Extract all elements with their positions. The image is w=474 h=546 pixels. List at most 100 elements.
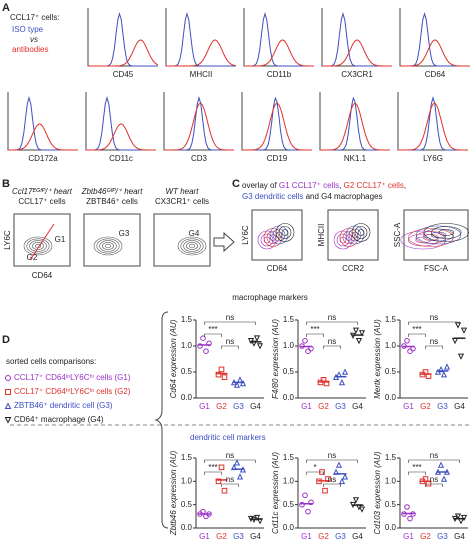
contour <box>351 223 371 242</box>
legend-entry: CD64⁺ macrophage (G4) <box>14 415 104 424</box>
y-label: F4/80 expression (AU) <box>271 319 280 399</box>
y-tick-label: 1.0 <box>181 341 193 350</box>
iso-curve <box>166 11 236 67</box>
y-tick-label: 0.0 <box>181 523 193 532</box>
symbol <box>460 514 468 522</box>
gate-label: G4 <box>189 229 200 238</box>
contour <box>275 223 295 242</box>
panel-label: C <box>232 178 240 190</box>
sig-label: ns <box>430 451 438 460</box>
y-tick-label: 0.0 <box>283 523 295 532</box>
symbol <box>236 376 244 383</box>
y-tick-label: 1.5 <box>181 453 193 462</box>
x-tick-label: G1 <box>301 402 312 411</box>
symbol <box>221 487 228 494</box>
axes <box>399 8 470 67</box>
ab-curve <box>244 39 314 67</box>
plot-frame <box>83 213 141 267</box>
ab-curve <box>400 39 470 67</box>
legend-entry: CCL17⁺ CD64ˡᵒLY6Cʰⁱ cells (G1) <box>14 373 131 382</box>
marker-label: CD11b <box>267 70 292 79</box>
sig-label: * <box>313 463 316 472</box>
symbol <box>404 338 410 344</box>
ab-curve <box>86 123 156 151</box>
x-tick-label: G2 <box>318 532 329 541</box>
symbol <box>443 363 451 370</box>
contour <box>431 226 462 239</box>
title-part: and G4 macrophages <box>303 192 382 201</box>
ab-curve <box>242 102 312 151</box>
symbol <box>451 338 459 345</box>
x-tick-label: G3 <box>335 532 346 541</box>
legend-entry: ZBTB46⁺ dendritic cell (G3) <box>14 401 113 410</box>
symbol <box>305 348 311 355</box>
symbol <box>338 378 346 386</box>
title-part: , <box>404 181 406 190</box>
symbol <box>200 335 206 342</box>
iso-curve <box>164 95 234 151</box>
contour <box>26 238 50 254</box>
symbol <box>341 368 349 375</box>
sig-label: *** <box>412 325 421 334</box>
contour <box>342 231 356 244</box>
contour <box>400 230 446 250</box>
y-label: LY6C <box>241 225 250 245</box>
x-tick-label: G2 <box>420 402 431 411</box>
ab-curve <box>398 102 468 151</box>
symbol <box>253 514 261 522</box>
sig-label: ns <box>328 475 336 484</box>
symbol <box>440 371 448 378</box>
contour <box>438 229 455 236</box>
plot-title: CX3CR1⁺ cells <box>155 197 209 206</box>
sig-bracket <box>323 483 341 487</box>
x-label: CCR2 <box>342 264 364 273</box>
symbol <box>233 381 241 388</box>
title-part: G3 dendritic cells <box>242 192 303 201</box>
ab-curve <box>88 39 159 67</box>
y-label: MHCII <box>317 224 326 247</box>
axes <box>85 92 156 151</box>
y-tick-label: 0.0 <box>181 393 193 402</box>
y-tick-label: 1.0 <box>385 476 397 485</box>
y-tick-label: 1.5 <box>385 315 397 324</box>
symbol <box>308 499 314 506</box>
y-tick-label: 0.5 <box>181 500 193 509</box>
marker-label: LY6G <box>423 154 443 163</box>
ab-curve <box>320 102 390 151</box>
symbol <box>454 322 462 329</box>
y-tick-label: 1.5 <box>283 453 295 462</box>
symbol <box>218 366 225 373</box>
symbol <box>215 478 222 485</box>
symbol <box>302 492 308 499</box>
axes <box>397 92 468 151</box>
symbol <box>197 343 203 349</box>
axes <box>243 8 314 67</box>
marker-label: CD3 <box>191 154 208 163</box>
marker-label: CX3CR1 <box>341 70 373 79</box>
y-label: Cd103 expression (AU) <box>373 451 382 534</box>
symbol <box>454 513 462 520</box>
contour <box>104 243 112 249</box>
x-tick-label: G2 <box>216 532 227 541</box>
plot-frame <box>153 213 211 267</box>
x-tick-label: G3 <box>335 402 346 411</box>
legend-iso: ISO type <box>12 25 44 34</box>
sig-bracket <box>306 321 358 325</box>
y-label: Mertk expression (AU) <box>373 319 382 399</box>
overlay-title: overlay of G1 CCL17⁺ cells, G2 CCL17⁺ ce… <box>242 181 406 190</box>
x-tick-label: G1 <box>403 402 414 411</box>
x-label: CD64 <box>32 271 53 280</box>
iso-curve <box>244 11 314 67</box>
sig-bracket <box>204 333 222 337</box>
symbol <box>299 501 305 508</box>
contour <box>93 236 123 256</box>
y-tick-label: 1.5 <box>385 453 397 462</box>
symbol <box>407 348 413 355</box>
sig-bracket <box>306 333 324 337</box>
symbol <box>203 348 209 355</box>
sig-label: ns <box>328 337 336 346</box>
sig-label: ns <box>226 313 234 322</box>
y-tick-label: 0.5 <box>385 367 397 376</box>
y-tick-label: 1.0 <box>283 341 295 350</box>
